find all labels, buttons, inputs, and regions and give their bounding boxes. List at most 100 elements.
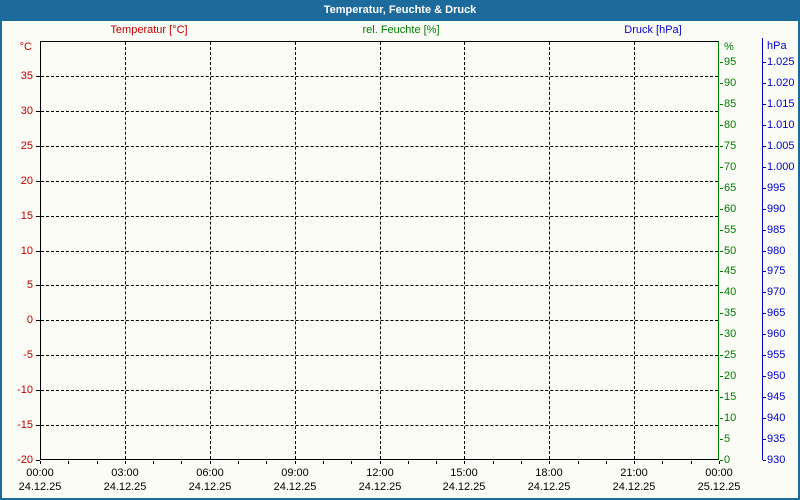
humidity-tick-label: 45 — [724, 265, 737, 277]
pressure-tick — [763, 104, 766, 105]
temp-tick-label: 30 — [20, 105, 33, 117]
humidity-tick — [720, 83, 723, 84]
pressure-tick — [763, 62, 766, 63]
x-tick — [40, 461, 41, 464]
v-gridline — [295, 42, 296, 459]
temp-tick-label: -15 — [17, 419, 33, 431]
x-tick — [97, 461, 98, 464]
humidity-tick-label: 25 — [724, 349, 737, 361]
humidity-tick-label: 5 — [724, 433, 731, 445]
v-gridline — [634, 42, 635, 459]
temp-tick — [36, 390, 40, 391]
x-date-label: 24.12.25 — [188, 481, 232, 493]
humidity-tick — [720, 418, 723, 419]
temp-tick-label: 10 — [20, 245, 33, 257]
pressure-tick-label: 980 — [767, 245, 786, 257]
plot-frame — [40, 41, 719, 460]
x-date-label: 24.12.25 — [103, 481, 147, 493]
humidity-tick — [720, 146, 723, 147]
temp-tick — [36, 216, 40, 217]
pressure-tick — [763, 271, 766, 272]
humidity-tick-label: 35 — [724, 307, 737, 319]
temp-tick — [36, 251, 40, 252]
pressure-tick-label: 1.015 — [767, 98, 795, 110]
pressure-tick — [763, 83, 766, 84]
pressure-tick-label: 945 — [767, 391, 786, 403]
legend-pressure: Druck [hPa] — [624, 24, 682, 36]
humidity-tick-label: 50 — [724, 245, 737, 257]
humidity-tick — [720, 167, 723, 168]
pressure-tick — [763, 209, 766, 210]
humidity-tick — [720, 313, 723, 314]
humidity-tick-label: 75 — [724, 140, 737, 152]
pressure-tick-label: 940 — [767, 412, 786, 424]
v-gridline — [125, 42, 126, 459]
x-tick — [464, 461, 465, 464]
pressure-tick-label: 1.005 — [767, 140, 795, 152]
x-tick — [323, 461, 324, 464]
x-tick — [578, 461, 579, 464]
x-tick — [153, 461, 154, 464]
temp-tick-label: -5 — [23, 349, 33, 361]
humidity-tick-label: 0 — [724, 454, 731, 466]
x-time-label: 21:00 — [620, 467, 648, 479]
legend-temperature: Temperatur [°C] — [110, 24, 188, 36]
h-gridline — [41, 111, 718, 112]
humidity-tick — [720, 460, 723, 461]
x-tick — [380, 461, 381, 464]
pressure-tick-label: 950 — [767, 370, 786, 382]
pressure-tick — [763, 418, 766, 419]
x-tick — [295, 461, 296, 464]
humidity-axis-unit: % — [724, 41, 734, 53]
humidity-tick-label: 10 — [724, 412, 737, 424]
humidity-tick — [720, 355, 723, 356]
h-gridline — [41, 320, 718, 321]
x-tick — [436, 461, 437, 464]
x-time-label: 18:00 — [535, 467, 563, 479]
pressure-tick — [763, 397, 766, 398]
pressure-tick — [763, 125, 766, 126]
humidity-tick-label: 80 — [724, 119, 737, 131]
humidity-tick — [720, 397, 723, 398]
pressure-tick — [763, 146, 766, 147]
pressure-tick-label: 995 — [767, 182, 786, 194]
pressure-tick-label: 1.020 — [767, 77, 795, 89]
pressure-tick — [763, 230, 766, 231]
temp-tick-label: 15 — [20, 210, 33, 222]
x-tick — [266, 461, 267, 464]
pressure-tick — [763, 313, 766, 314]
temp-tick — [36, 181, 40, 182]
temp-tick-label: -10 — [17, 384, 33, 396]
humidity-tick-label: 60 — [724, 203, 737, 215]
x-tick — [606, 461, 607, 464]
temp-tick-label: 25 — [20, 140, 33, 152]
h-gridline — [41, 216, 718, 217]
pressure-tick-label: 955 — [767, 349, 786, 361]
humidity-tick-label: 70 — [724, 161, 737, 173]
temp-axis-unit: °C — [19, 41, 32, 53]
humidity-tick — [720, 334, 723, 335]
x-time-label: 12:00 — [366, 467, 394, 479]
h-gridline — [41, 251, 718, 252]
humidity-tick-label: 15 — [724, 391, 737, 403]
x-tick — [521, 461, 522, 464]
pressure-tick-label: 1.025 — [767, 56, 795, 68]
x-date-label: 24.12.25 — [358, 481, 402, 493]
x-tick — [210, 461, 211, 464]
x-date-label: 24.12.25 — [18, 481, 62, 493]
x-date-label: 24.12.25 — [612, 481, 656, 493]
h-gridline — [41, 425, 718, 426]
temp-tick — [36, 355, 40, 356]
pressure-tick — [763, 167, 766, 168]
temp-tick — [36, 320, 40, 321]
v-gridline — [464, 42, 465, 459]
pressure-tick — [763, 460, 766, 461]
humidity-tick — [720, 439, 723, 440]
humidity-tick-label: 30 — [724, 328, 737, 340]
humidity-tick — [720, 104, 723, 105]
v-gridline — [380, 42, 381, 459]
pressure-tick-label: 960 — [767, 328, 786, 340]
humidity-tick — [720, 125, 723, 126]
